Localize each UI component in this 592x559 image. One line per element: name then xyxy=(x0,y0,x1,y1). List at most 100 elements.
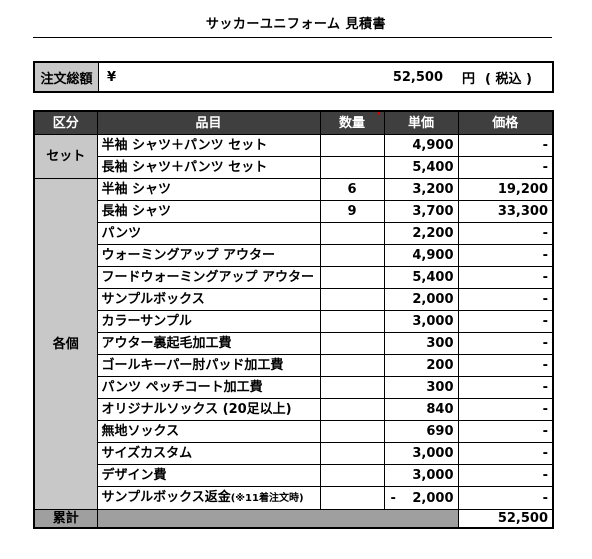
group-label-individual: 各個 xyxy=(33,178,98,510)
currency-unit: 円 xyxy=(461,71,475,87)
qty-cell[interactable] xyxy=(319,288,385,311)
title-underline xyxy=(33,37,552,38)
item-name: 半袖 シャツ xyxy=(96,178,321,201)
price-cell: - xyxy=(457,486,554,510)
price-cell: - xyxy=(457,134,554,157)
item-name: パンツ ペッチコート加工費 xyxy=(96,376,321,399)
table-row: 長袖 シャツ 9 3,700 33,300 xyxy=(34,200,554,223)
qty-cell[interactable] xyxy=(319,156,385,179)
qty-cell[interactable] xyxy=(319,222,385,245)
item-name: サンプルボックス xyxy=(96,288,321,311)
unit-price-cell: 2,200 xyxy=(383,222,459,245)
qty-cell[interactable] xyxy=(319,244,385,267)
price-cell: - xyxy=(457,222,554,245)
item-name: 無地ソックス xyxy=(96,420,321,443)
table-row: パンツ ペッチコート加工費 300 - xyxy=(34,376,554,399)
refund-item-label: サンプルボックス返金 xyxy=(101,490,231,505)
table-row: 無地ソックス 690 - xyxy=(34,420,554,443)
unit-price-cell: 300 xyxy=(383,376,459,399)
unit-price-cell: 4,900 xyxy=(383,134,459,157)
qty-cell[interactable] xyxy=(319,464,385,487)
unit-price-cell: 3,000 xyxy=(383,442,459,465)
qty-cell[interactable] xyxy=(319,134,385,157)
price-cell: 19,200 xyxy=(457,178,554,201)
header-item: 品目 xyxy=(96,110,321,135)
unit-price-cell: 2,000 xyxy=(383,288,459,311)
table-row: サンプルボックス 2,000 - xyxy=(34,288,554,311)
refund-item-name: サンプルボックス返金(※11着注文時) xyxy=(96,486,321,510)
sum-label: 累計 xyxy=(33,509,98,529)
item-name: アウター裏起毛加工費 xyxy=(96,332,321,355)
qty-cell[interactable] xyxy=(319,398,385,421)
unit-price-cell: 200 xyxy=(383,354,459,377)
table-row: サイズカスタム 3,000 - xyxy=(34,442,554,465)
qty-cell[interactable] xyxy=(319,354,385,377)
price-cell: - xyxy=(457,398,554,421)
table-row: フードウォーミングアップ アウター 5,400 - xyxy=(34,266,554,289)
sum-spacer xyxy=(96,509,459,529)
table-row: ゴールキーパー肘パッド加工費 200 - xyxy=(34,354,554,377)
item-name: デザイン費 xyxy=(96,464,321,487)
unit-price-cell: 3,700 xyxy=(383,200,459,223)
table-row: 各個 半袖 シャツ 6 3,200 19,200 xyxy=(33,178,554,510)
qty-cell[interactable] xyxy=(319,332,385,355)
table-row: セット 半袖 シャツ＋パンツ セット 4,900 - xyxy=(33,134,554,179)
unit-price-cell: 5,400 xyxy=(383,156,459,179)
item-name: パンツ xyxy=(96,222,321,245)
price-cell: - xyxy=(457,376,554,399)
comment-indicator xyxy=(377,112,380,115)
minus-sign: - xyxy=(390,490,396,506)
qty-cell[interactable] xyxy=(319,420,385,443)
refund-item-note: (※11着注文時) xyxy=(230,493,304,504)
price-cell: - xyxy=(457,420,554,443)
header-category: 区分 xyxy=(33,110,98,135)
price-cell: - xyxy=(457,266,554,289)
order-total-amount: 52,500 xyxy=(392,69,443,85)
item-name: ゴールキーパー肘パッド加工費 xyxy=(96,354,321,377)
unit-price-cell: 300 xyxy=(383,332,459,355)
qty-cell[interactable]: 6 xyxy=(319,178,385,201)
table-row: サンプルボックス返金(※11着注文時) -2,000 - xyxy=(34,486,554,510)
item-name: 長袖 シャツ＋パンツ セット xyxy=(96,156,321,179)
price-cell: - xyxy=(457,244,554,267)
header-qty: 数量 xyxy=(319,110,385,135)
sum-row: 累計 52,500 xyxy=(33,509,554,529)
price-cell: - xyxy=(457,442,554,465)
item-name: ウォーミングアップ アウター xyxy=(96,244,321,267)
table-row: 長袖 シャツ＋パンツ セット 5,400 - xyxy=(34,156,554,179)
qty-cell[interactable] xyxy=(319,266,385,289)
unit-price-cell: 3,200 xyxy=(383,178,459,201)
qty-cell[interactable] xyxy=(319,310,385,333)
sum-value: 52,500 xyxy=(457,509,554,529)
price-cell: - xyxy=(457,156,554,179)
item-name: フードウォーミングアップ アウター xyxy=(96,266,321,289)
qty-cell[interactable]: 9 xyxy=(319,200,385,223)
qty-cell[interactable] xyxy=(319,486,385,510)
price-cell: 33,300 xyxy=(457,200,554,223)
table-row: ウォーミングアップ アウター 4,900 - xyxy=(34,244,554,267)
item-name: 半袖 シャツ＋パンツ セット xyxy=(96,134,321,157)
item-name: サイズカスタム xyxy=(96,442,321,465)
unit-price-cell: -2,000 xyxy=(383,486,459,510)
qty-cell[interactable] xyxy=(319,376,385,399)
table-row: デザイン費 3,000 - xyxy=(34,464,554,487)
table-row: パンツ 2,200 - xyxy=(34,222,554,245)
unit-price-cell: 3,000 xyxy=(383,310,459,333)
yen-symbol: ¥ xyxy=(107,69,117,85)
price-cell: - xyxy=(457,310,554,333)
group-label-set: セット xyxy=(33,134,98,179)
table-row: オリジナルソックス (20足以上) 840 - xyxy=(34,398,554,421)
unit-price-cell: 840 xyxy=(383,398,459,421)
table-row: カラーサンプル 3,000 - xyxy=(34,310,554,333)
document-title: サッカーユニフォーム 見積書 xyxy=(205,17,387,32)
item-name: 長袖 シャツ xyxy=(96,200,321,223)
price-cell: - xyxy=(457,332,554,355)
order-total-label: 注文総額 xyxy=(35,63,99,91)
unit-price-cell: 3,000 xyxy=(383,464,459,487)
table-row: アウター裏起毛加工費 300 - xyxy=(34,332,554,355)
tax-included-note: ( 税込 ) xyxy=(485,71,532,87)
price-cell: - xyxy=(457,464,554,487)
estimate-table: 区分 品目 数量 単価 価格 セット 半袖 シャツ＋パンツ セット 4,900 … xyxy=(33,110,554,529)
qty-cell[interactable] xyxy=(319,442,385,465)
unit-price-cell: 690 xyxy=(383,420,459,443)
